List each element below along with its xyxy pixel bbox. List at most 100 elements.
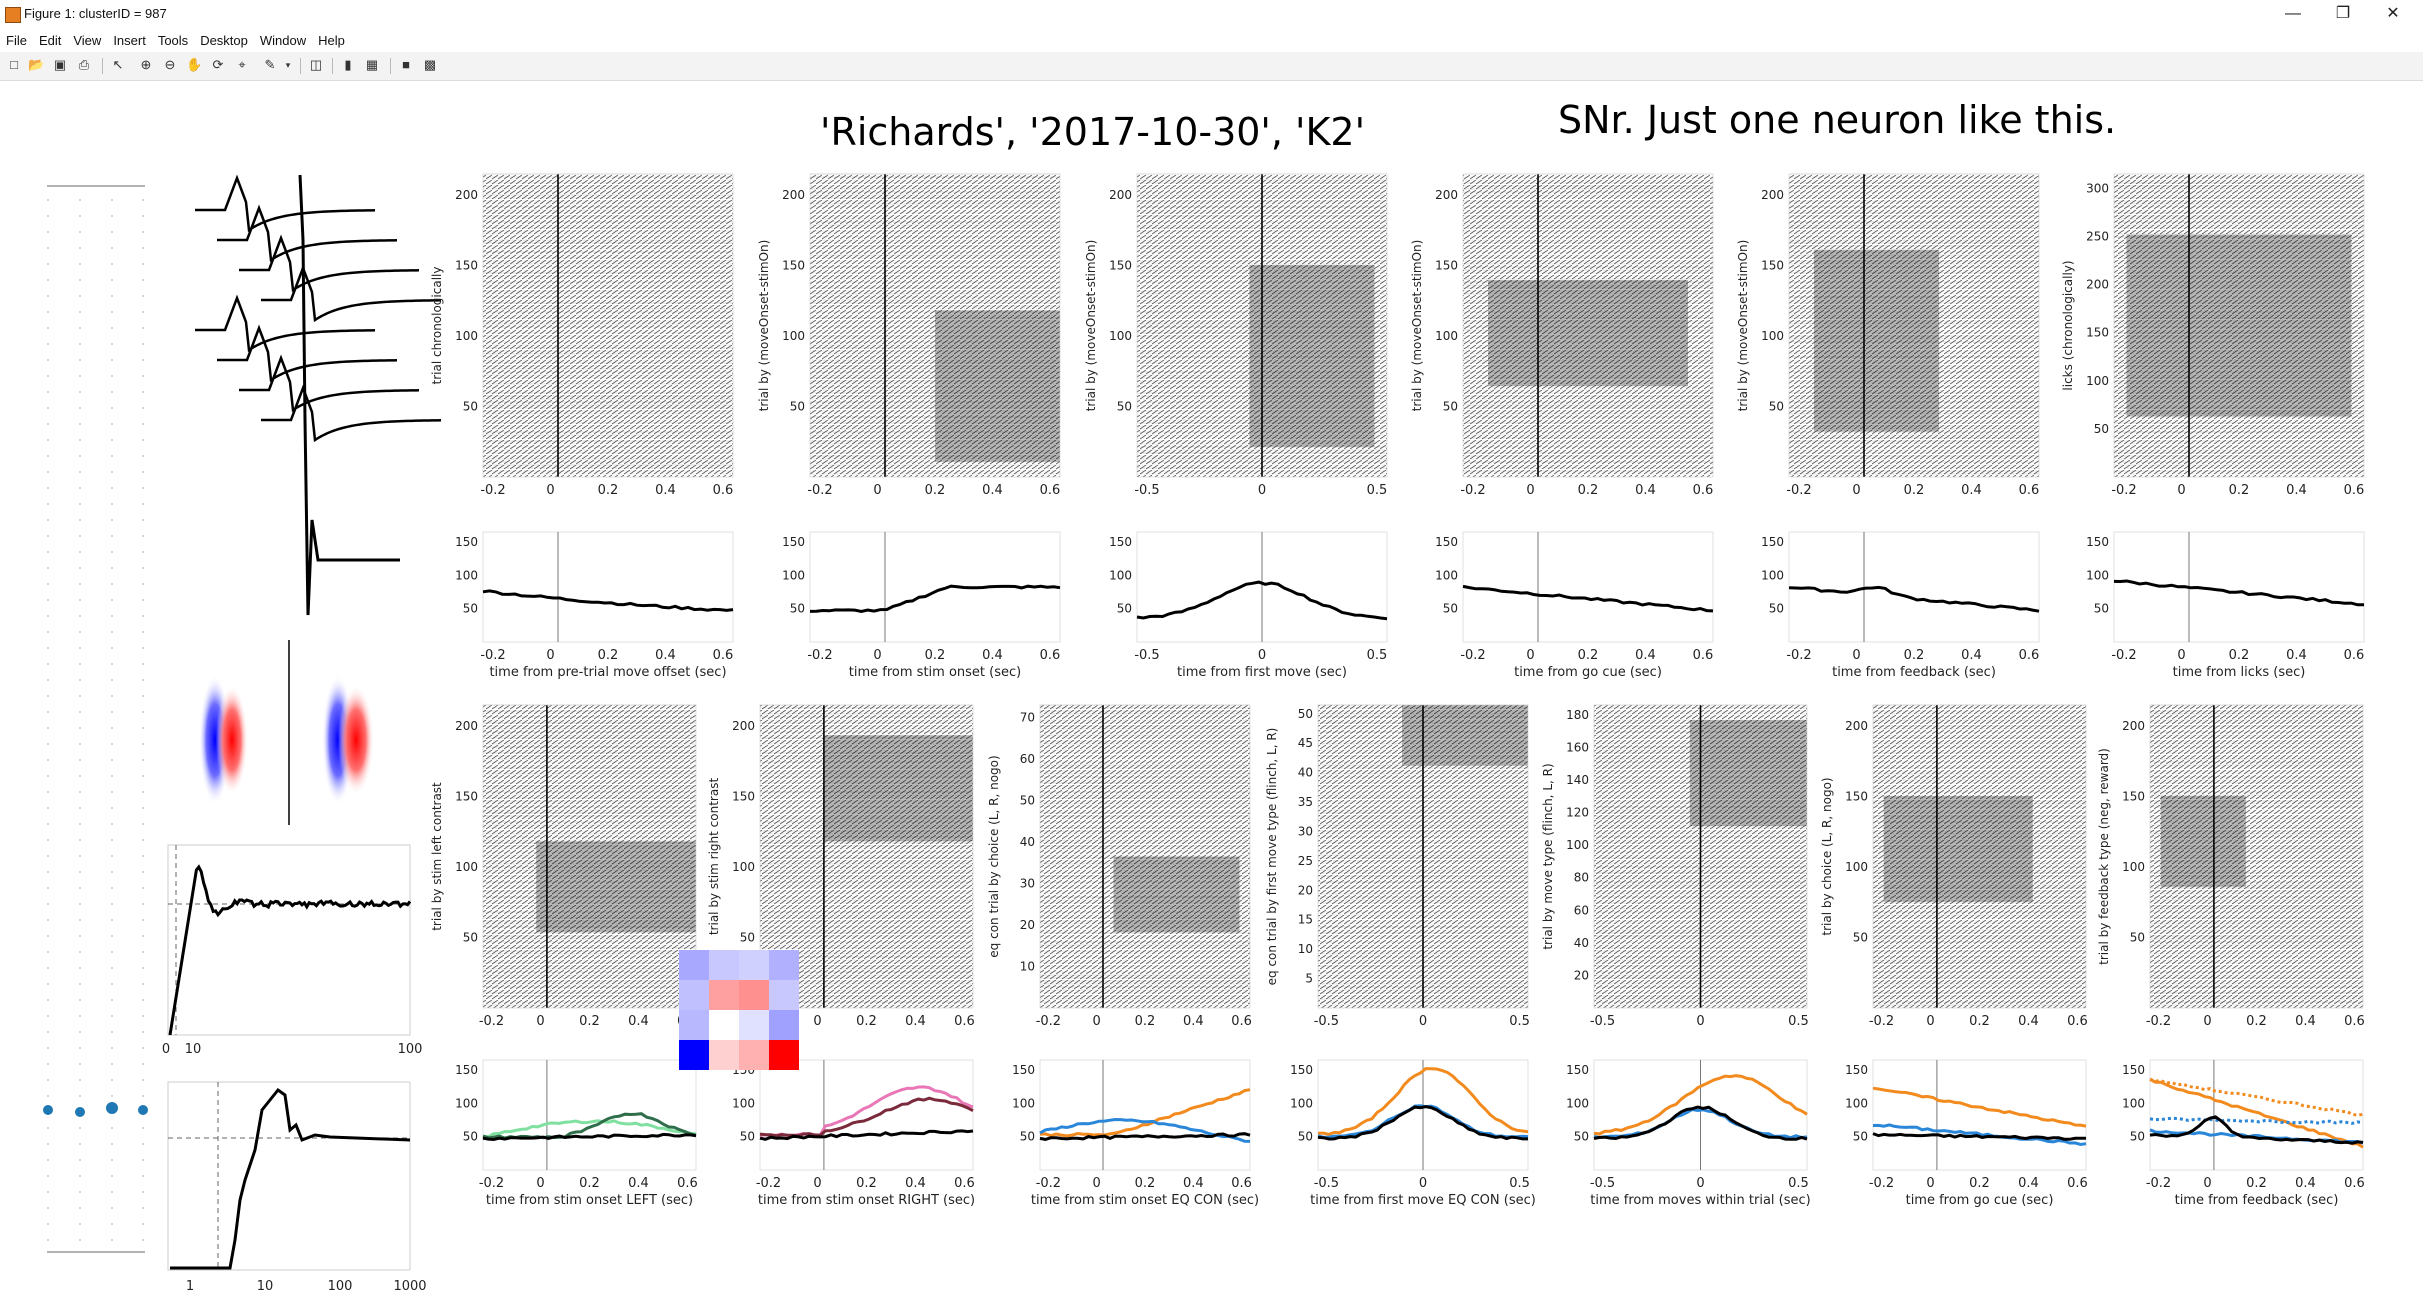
psth-curve-green-light [482,1119,697,1139]
psth-p1-0-xtick: 0 [546,648,554,663]
heatmap-cell [709,1010,739,1040]
hide-plot-tools-icon[interactable]: ■ [402,57,410,72]
probe-site-dot [79,1175,81,1177]
probe-site-dot [111,631,113,633]
psth-curve-orange [1039,1088,1251,1138]
psth-p2-6-axes-box [2149,1059,2364,1171]
raster-r2-6-ytick: 200 [2122,719,2145,733]
probe-site-dot [142,631,144,633]
psth-p2-6-ytick: 50 [2130,1130,2145,1144]
probe-site-dot [79,1159,81,1161]
raster-r1-2-xtick: 0 [1258,483,1266,498]
show-plot-tools-icon[interactable]: ▩ [423,57,437,72]
zoom-in-icon[interactable]: ⊕ [140,57,152,72]
menu-edit[interactable]: Edit [38,33,62,48]
raster-r1-1-xtick: 0.2 [925,483,946,498]
psth-p2-6-xtick: -0.2 [2146,1176,2171,1191]
psth-curve-blue-dotted [2149,1116,2364,1125]
print-icon[interactable]: ⎙ [78,57,90,72]
select-pointer-icon[interactable]: ↖ [112,57,124,72]
psth-p2-0-xtick: 0.6 [677,1176,698,1191]
raster-r2-2-ytick: 60 [1020,752,1035,766]
probe-site-dot [79,327,81,329]
save-icon[interactable]: ▣ [53,57,67,72]
probe-site-dot [79,791,81,793]
probe-site-dot [142,743,144,745]
psth-p1-3-xtick: 0.6 [1693,648,1714,663]
rotate-3d-icon[interactable]: ⟳ [212,57,224,72]
acg-linear-xtick: 0 [162,1042,170,1057]
probe-site-dot [142,1159,144,1161]
menu-help[interactable]: Help [318,33,345,48]
raster-r1-5-ytick: 100 [2086,374,2109,388]
probe-site-dot [142,423,144,425]
brush-dropdown-icon[interactable]: ▾ [285,60,291,70]
raster-background [2114,174,2364,477]
data-cursor-icon[interactable]: ⌖ [238,57,246,72]
raster-dense-region [536,841,696,933]
new-figure-icon[interactable]: □ [10,57,18,72]
probe-site-dot [79,599,81,601]
raster-r2-5-xtick: 0.4 [2018,1014,2039,1029]
psth-p1-4-ytick: 100 [1761,568,1784,582]
zoom-out-icon[interactable]: ⊖ [164,57,176,72]
probe-site-dot [79,983,81,985]
insert-colorbar-icon[interactable]: ▮ [344,57,352,72]
probe-site-dot [142,983,144,985]
probe-site-dot [79,343,81,345]
psth-xlabel: time from moves within trial (sec) [1590,1193,1811,1208]
raster-background [2150,705,2363,1008]
raster-dense-region [823,735,973,842]
psth-p1-3-ytick: 150 [1435,535,1458,549]
raster-r2-2-xtick: 0.6 [1231,1014,1252,1029]
heatmap-cell [709,980,739,1010]
psth-p2-3-xtick: 0.5 [1509,1176,1530,1191]
heatmap-cell [679,1010,709,1040]
psth-curve-black [2149,1115,2364,1145]
raster-r2-3-ytick: 25 [1298,854,1313,868]
probe-site-dot [79,551,81,553]
probe-site-dot [47,839,49,841]
psth-xlabel: time from stim onset RIGHT (sec) [758,1193,975,1208]
brush-icon[interactable]: ✎ [264,57,276,72]
close-icon[interactable]: ✕ [2386,5,2400,22]
probe-site-dot [142,311,144,313]
menu-desktop[interactable]: Desktop [200,33,248,48]
menu-window[interactable]: Window [259,33,307,48]
menu-view[interactable]: View [73,33,102,48]
link-plot-icon[interactable]: ◫ [309,57,323,72]
waveform-map-red [216,685,248,795]
raster-r2-6-ytick: 100 [2122,860,2145,874]
raster-r2-3-axes-box [1317,704,1529,1009]
raster-r1-1-ytick: 100 [782,329,805,343]
menu-insert[interactable]: Insert [113,33,146,48]
probe-site-dot [47,215,49,217]
psth-xlabel: time from first move (sec) [1177,665,1347,680]
open-file-icon[interactable]: 📂 [28,57,45,72]
probe-site-dot [111,1223,113,1225]
minimize-icon[interactable]: — [2285,5,2301,22]
probe-site-dot [79,823,81,825]
raster-r2-2-xtick: 0.2 [1135,1014,1156,1029]
pan-icon[interactable]: ✋ [186,57,203,72]
psth-p2-1-xtick: 0.4 [905,1176,926,1191]
raster-r1-0-axes-box [482,173,734,478]
menu-file[interactable]: File [6,33,27,48]
psth-p1-1-xtick: -0.2 [807,648,832,663]
probe-site-dot [111,743,113,745]
raster-r1-2-xtick: 0.5 [1367,483,1388,498]
heatmap-cell [739,1040,769,1070]
probe-site-dot [79,695,81,697]
probe-site-dot [142,727,144,729]
psth-p1-5-axes-box [2113,531,2365,643]
probe-site-dot [142,1095,144,1097]
maximize-icon[interactable]: ❐ [2335,5,2351,22]
psth-xlabel: time from first move EQ CON (sec) [1310,1193,1536,1208]
psth-p1-0-axes-box [482,531,734,643]
menu-tools[interactable]: Tools [157,33,189,48]
psth-p1-4-xtick: 0 [1852,648,1860,663]
raster-r1-4-ytick: 150 [1761,259,1784,273]
insert-legend-icon[interactable]: ▦ [365,57,379,72]
psth-curve-orange [1317,1067,1529,1136]
